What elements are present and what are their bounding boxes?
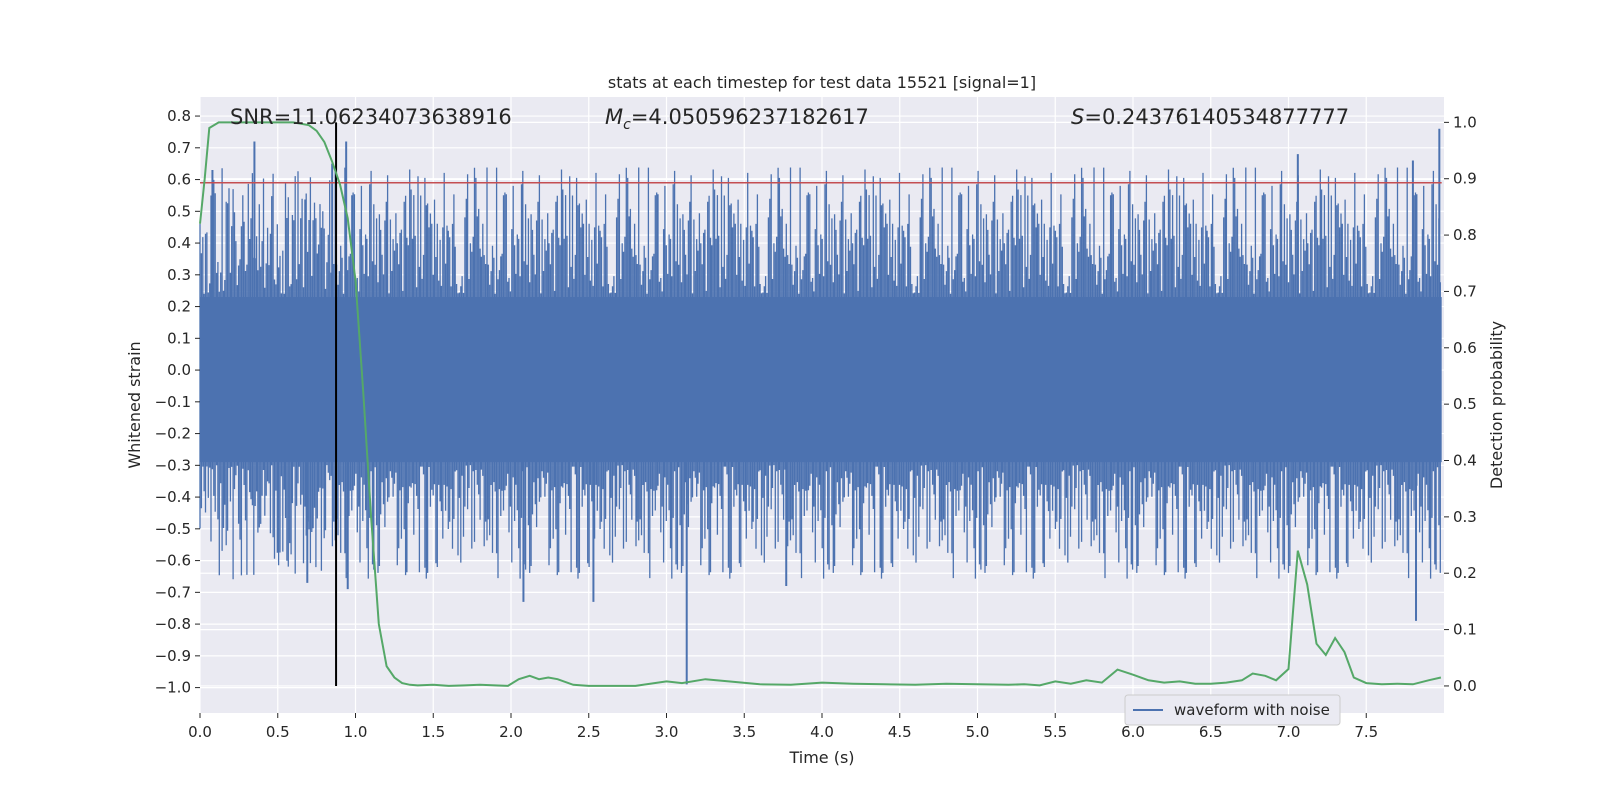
s-annotation: S=0.24376140534877777 bbox=[1071, 105, 1349, 129]
x-axis-label: Time (s) bbox=[788, 748, 854, 767]
legend-box bbox=[1124, 694, 1341, 726]
y-tick-label: 0.4 bbox=[167, 234, 191, 252]
y-tick-label: 0.6 bbox=[167, 171, 191, 189]
x-tick-label: 4.5 bbox=[888, 723, 912, 741]
right-y-tick-label: 0.2 bbox=[1453, 564, 1477, 582]
y-tick-label: −0.5 bbox=[155, 520, 191, 538]
y-tick-label: −0.6 bbox=[155, 552, 191, 570]
x-tick-label: 0.0 bbox=[188, 723, 212, 741]
s-value: =0.24376140534877777 bbox=[1084, 105, 1349, 129]
x-tick-label: 6.0 bbox=[1121, 723, 1145, 741]
snr-annotation: SNR=11.06234073638916 bbox=[230, 105, 512, 129]
chirp-mass-symbol: M bbox=[605, 105, 623, 129]
y-tick-label: −0.7 bbox=[155, 583, 191, 601]
y-tick-label: −0.2 bbox=[155, 425, 191, 443]
y-tick-label: 0.5 bbox=[167, 202, 191, 220]
y-tick-label: 0.2 bbox=[167, 298, 191, 316]
chirp-mass-annotation: Mc=4.050596237182617 bbox=[605, 105, 869, 133]
y-axis-label: Whitened strain bbox=[125, 341, 144, 468]
y-tick-label: −0.4 bbox=[155, 488, 191, 506]
right-y-axis-label: Detection probability bbox=[1487, 321, 1506, 489]
x-tick-label: 3.0 bbox=[655, 723, 679, 741]
y-tick-label: 0.8 bbox=[167, 107, 191, 125]
left-y-axis-ticks: 0.8 0.7 0.6 0.5 0.4 0.3 0.2 0.1 0.0 −0.1 −0.2 −0.3 −… bbox=[155, 107, 200, 697]
y-tick-label: −1.0 bbox=[155, 679, 191, 697]
waveform-spikes bbox=[199, 167, 1441, 580]
y-tick-label: −0.1 bbox=[155, 393, 191, 411]
y-tick-label: 0.3 bbox=[167, 266, 191, 284]
y-tick-label: 0.7 bbox=[167, 139, 191, 157]
x-tick-label: 6.5 bbox=[1199, 723, 1223, 741]
chirp-mass-value: =4.050596237182617 bbox=[631, 105, 869, 129]
right-y-tick-label: 0.1 bbox=[1453, 621, 1477, 639]
x-tick-label: 2.5 bbox=[577, 723, 601, 741]
right-y-tick-label: 0.8 bbox=[1453, 226, 1477, 244]
y-tick-label: 0.1 bbox=[167, 329, 191, 347]
right-y-tick-label: 1.0 bbox=[1453, 113, 1477, 131]
y-tick-label: 0.0 bbox=[167, 361, 191, 379]
legend-label: waveform with noise bbox=[1174, 701, 1330, 719]
legend: waveform with noise bbox=[1124, 694, 1341, 726]
right-y-axis-ticks: 1.0 0.9 0.8 0.7 0.6 0.5 0.4 0.3 0.2 0.1 0.0 bbox=[1444, 113, 1477, 695]
x-tick-label: 1.0 bbox=[344, 723, 368, 741]
x-tick-label: 4.0 bbox=[810, 723, 834, 741]
waveform-series bbox=[199, 128, 1442, 685]
chirp-mass-subscript: c bbox=[623, 117, 631, 133]
x-tick-label: 5.5 bbox=[1043, 723, 1067, 741]
right-y-tick-label: 0.7 bbox=[1453, 282, 1477, 300]
y-tick-label: −0.8 bbox=[155, 615, 191, 633]
s-symbol: S bbox=[1071, 105, 1084, 129]
x-tick-label: 3.5 bbox=[732, 723, 756, 741]
right-y-tick-label: 0.3 bbox=[1453, 508, 1477, 526]
x-tick-label: 7.0 bbox=[1277, 723, 1301, 741]
x-tick-label: 0.5 bbox=[266, 723, 290, 741]
annotations: SNR=11.06234073638916 Mc=4.0505962371826… bbox=[230, 105, 1349, 133]
right-y-tick-label: 0.5 bbox=[1453, 395, 1477, 413]
right-y-tick-label: 0.0 bbox=[1453, 677, 1477, 695]
y-tick-label: −0.3 bbox=[155, 456, 191, 474]
y-tick-label: −0.9 bbox=[155, 647, 191, 665]
chart-title: stats at each timestep for test data 155… bbox=[608, 73, 1036, 92]
x-axis-ticks: 0.0 0.5 1.0 1.5 2.0 2.5 3.0 3.5 4.0 4.5 5.0 5.5 6.0 6… bbox=[188, 713, 1378, 741]
detection-probability-line bbox=[199, 121, 1442, 687]
right-y-tick-label: 0.9 bbox=[1453, 170, 1477, 188]
right-y-tick-label: 0.6 bbox=[1453, 339, 1477, 357]
right-y-tick-label: 0.4 bbox=[1453, 452, 1477, 470]
x-tick-label: 2.0 bbox=[499, 723, 523, 741]
x-tick-label: 1.5 bbox=[421, 723, 445, 741]
x-tick-label: 7.5 bbox=[1354, 723, 1378, 741]
x-tick-label: 5.0 bbox=[966, 723, 990, 741]
